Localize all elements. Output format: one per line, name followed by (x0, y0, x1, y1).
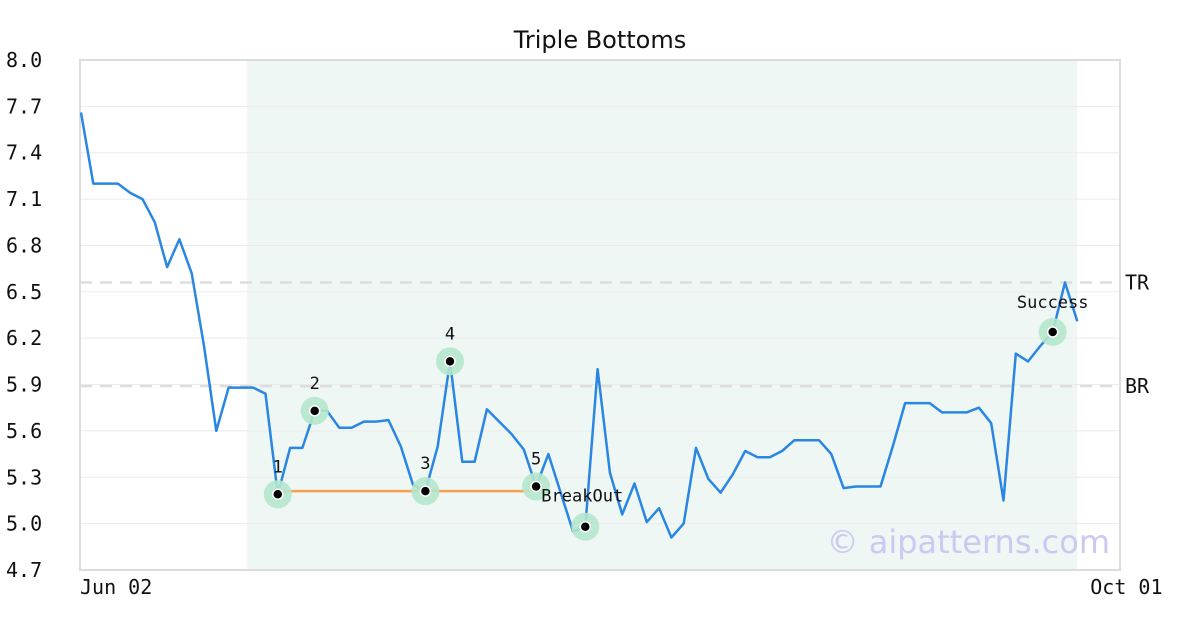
pattern-point-dot (419, 485, 432, 497)
pattern-point-label: Success (1017, 293, 1089, 313)
pattern-point-dot (308, 405, 321, 417)
y-tick-label: 5.9 (6, 373, 42, 397)
y-tick-label: 5.6 (6, 419, 42, 443)
y-tick-label: 7.1 (6, 187, 42, 211)
y-tick-label: 5.0 (6, 512, 42, 536)
watermark: © aipatterns.com (827, 523, 1110, 561)
pattern-region (247, 60, 1078, 570)
pattern-point-dot (530, 480, 542, 493)
y-tick-label: 7.7 (6, 94, 42, 118)
level-label: BR (1125, 374, 1150, 398)
pattern-point-dot (272, 488, 284, 501)
x-axis-ticks: Jun 02 Oct 01 (80, 575, 1163, 599)
pattern-point-label: 4 (445, 324, 455, 344)
y-tick-label: 7.4 (6, 141, 42, 165)
plot-border (79, 59, 1121, 571)
x-tick-label: Jun 02 (80, 575, 152, 599)
y-tick-label: 4.7 (6, 558, 42, 582)
y-axis-ticks: 8.0 7.7 7.4 7.1 6.8 6.5 6.2 5.9 5.6 5.3 5.0 4.7 (6, 48, 42, 582)
pattern-region-band (247, 60, 1078, 570)
chart-title: Triple Bottoms (513, 26, 687, 54)
pattern-point-dot (1046, 326, 1059, 338)
pattern-point-label: 1 (273, 457, 283, 477)
y-tick-label: 6.8 (6, 233, 42, 257)
y-tick-label: 5.3 (6, 465, 42, 489)
pattern-point-dot (579, 520, 592, 533)
pattern-point-label: 5 (531, 450, 541, 470)
pattern-point-label: BreakOut (541, 487, 623, 507)
y-tick-label: 6.2 (6, 326, 42, 350)
y-tick-label: 8.0 (6, 48, 42, 72)
y-tick-label: 6.5 (6, 280, 42, 304)
pattern-point-label: 3 (420, 454, 430, 474)
x-tick-label: Oct 01 (1090, 575, 1162, 599)
pattern-point-label: 2 (310, 374, 320, 394)
level-label: TR (1125, 271, 1150, 295)
pattern-point-dot (444, 355, 456, 368)
